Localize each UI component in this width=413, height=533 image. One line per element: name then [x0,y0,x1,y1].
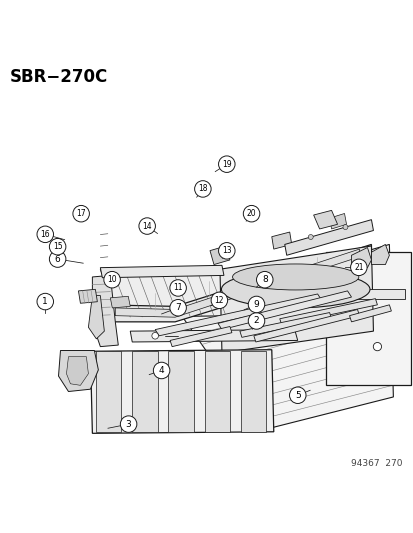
Circle shape [169,300,186,316]
Circle shape [73,205,89,222]
Polygon shape [100,268,237,317]
Text: 1: 1 [42,297,48,306]
Ellipse shape [232,264,358,290]
Bar [132,351,157,432]
Polygon shape [175,245,392,430]
Bar [168,351,193,432]
Text: 5: 5 [294,391,300,400]
Polygon shape [100,265,223,278]
Circle shape [256,271,272,288]
Circle shape [373,343,381,351]
Polygon shape [219,246,373,353]
Text: 19: 19 [221,160,231,168]
Polygon shape [130,329,297,342]
Circle shape [37,226,53,243]
Polygon shape [313,211,337,229]
Circle shape [152,333,158,339]
Text: 4: 4 [159,366,164,375]
Circle shape [308,235,313,239]
Polygon shape [170,327,231,346]
Circle shape [37,293,53,310]
Polygon shape [66,357,88,385]
Text: 12: 12 [214,296,223,305]
Polygon shape [115,249,358,317]
Circle shape [153,362,169,379]
Bar [204,351,230,432]
Circle shape [49,238,66,255]
Circle shape [194,181,211,197]
Text: 11: 11 [173,284,183,293]
Text: 17: 17 [76,209,86,218]
Polygon shape [239,312,331,337]
Text: 9: 9 [253,300,259,309]
Bar [240,351,266,432]
Polygon shape [88,295,104,339]
Text: 13: 13 [221,246,231,255]
Polygon shape [325,252,411,385]
Bar [95,351,121,432]
Polygon shape [209,246,229,264]
Circle shape [248,296,264,313]
Circle shape [49,251,66,268]
Circle shape [248,313,264,329]
Polygon shape [370,245,389,264]
Text: 7: 7 [175,303,180,312]
Circle shape [120,416,137,432]
Polygon shape [58,351,98,392]
Circle shape [350,259,366,276]
Text: 21: 21 [353,263,363,272]
Polygon shape [155,294,321,336]
Polygon shape [100,245,370,322]
Circle shape [243,205,259,222]
Circle shape [211,292,227,309]
Text: 18: 18 [198,184,207,193]
Polygon shape [110,296,130,308]
Circle shape [139,218,155,235]
Polygon shape [349,305,390,322]
Circle shape [289,387,305,403]
Polygon shape [78,289,97,303]
Text: 8: 8 [261,275,267,284]
Polygon shape [217,291,351,329]
Text: 20: 20 [246,209,256,218]
Polygon shape [329,214,346,229]
Circle shape [218,156,235,172]
Polygon shape [333,289,404,298]
Text: 10: 10 [107,275,116,284]
Polygon shape [92,276,118,346]
Circle shape [104,271,120,288]
Text: 14: 14 [142,222,152,231]
Text: 94367  270: 94367 270 [351,459,402,468]
Circle shape [342,224,347,230]
Circle shape [218,243,235,259]
Text: 2: 2 [253,317,259,326]
Text: 6: 6 [55,255,60,264]
Polygon shape [284,220,373,255]
Polygon shape [333,283,351,291]
Text: 16: 16 [40,230,50,239]
Polygon shape [279,298,377,325]
Polygon shape [90,350,273,433]
Text: 15: 15 [53,242,62,251]
Ellipse shape [221,271,369,308]
Polygon shape [271,232,291,249]
Polygon shape [253,310,358,342]
Polygon shape [351,247,370,268]
Text: 3: 3 [126,419,131,429]
Circle shape [169,280,186,296]
Text: SBR−270C: SBR−270C [10,68,108,86]
